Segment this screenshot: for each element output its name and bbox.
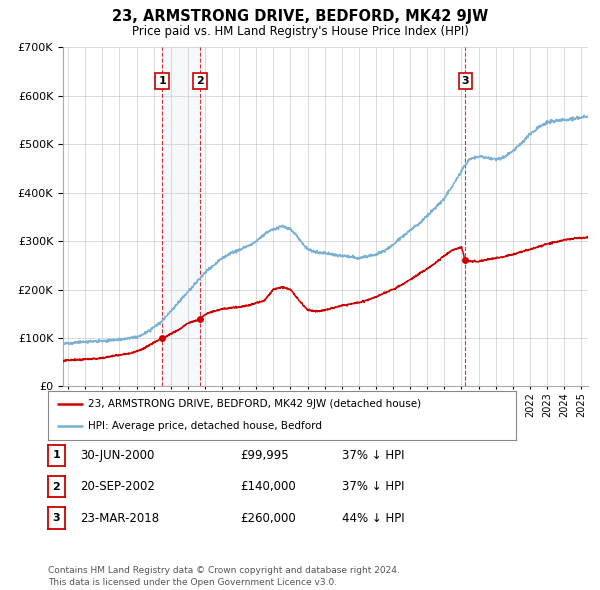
Text: £140,000: £140,000	[240, 480, 296, 493]
Text: 2: 2	[196, 76, 204, 86]
Text: 3: 3	[461, 76, 469, 86]
Text: 37% ↓ HPI: 37% ↓ HPI	[342, 480, 404, 493]
Text: £99,995: £99,995	[240, 449, 289, 462]
Text: HPI: Average price, detached house, Bedford: HPI: Average price, detached house, Bedf…	[88, 421, 322, 431]
Text: £260,000: £260,000	[240, 512, 296, 525]
Text: 3: 3	[53, 513, 60, 523]
Text: 2: 2	[53, 482, 60, 491]
Bar	[162, 47, 200, 386]
Text: 1: 1	[53, 451, 60, 460]
Text: 37% ↓ HPI: 37% ↓ HPI	[342, 449, 404, 462]
Text: 20-SEP-2002: 20-SEP-2002	[80, 480, 155, 493]
Text: 23-MAR-2018: 23-MAR-2018	[80, 512, 159, 525]
Text: 44% ↓ HPI: 44% ↓ HPI	[342, 512, 404, 525]
Text: Contains HM Land Registry data © Crown copyright and database right 2024.
This d: Contains HM Land Registry data © Crown c…	[48, 566, 400, 587]
Text: 23, ARMSTRONG DRIVE, BEDFORD, MK42 9JW: 23, ARMSTRONG DRIVE, BEDFORD, MK42 9JW	[112, 9, 488, 24]
Text: 1: 1	[158, 76, 166, 86]
Text: 30-JUN-2000: 30-JUN-2000	[80, 449, 154, 462]
Text: Price paid vs. HM Land Registry's House Price Index (HPI): Price paid vs. HM Land Registry's House …	[131, 25, 469, 38]
Text: 23, ARMSTRONG DRIVE, BEDFORD, MK42 9JW (detached house): 23, ARMSTRONG DRIVE, BEDFORD, MK42 9JW (…	[88, 399, 421, 409]
